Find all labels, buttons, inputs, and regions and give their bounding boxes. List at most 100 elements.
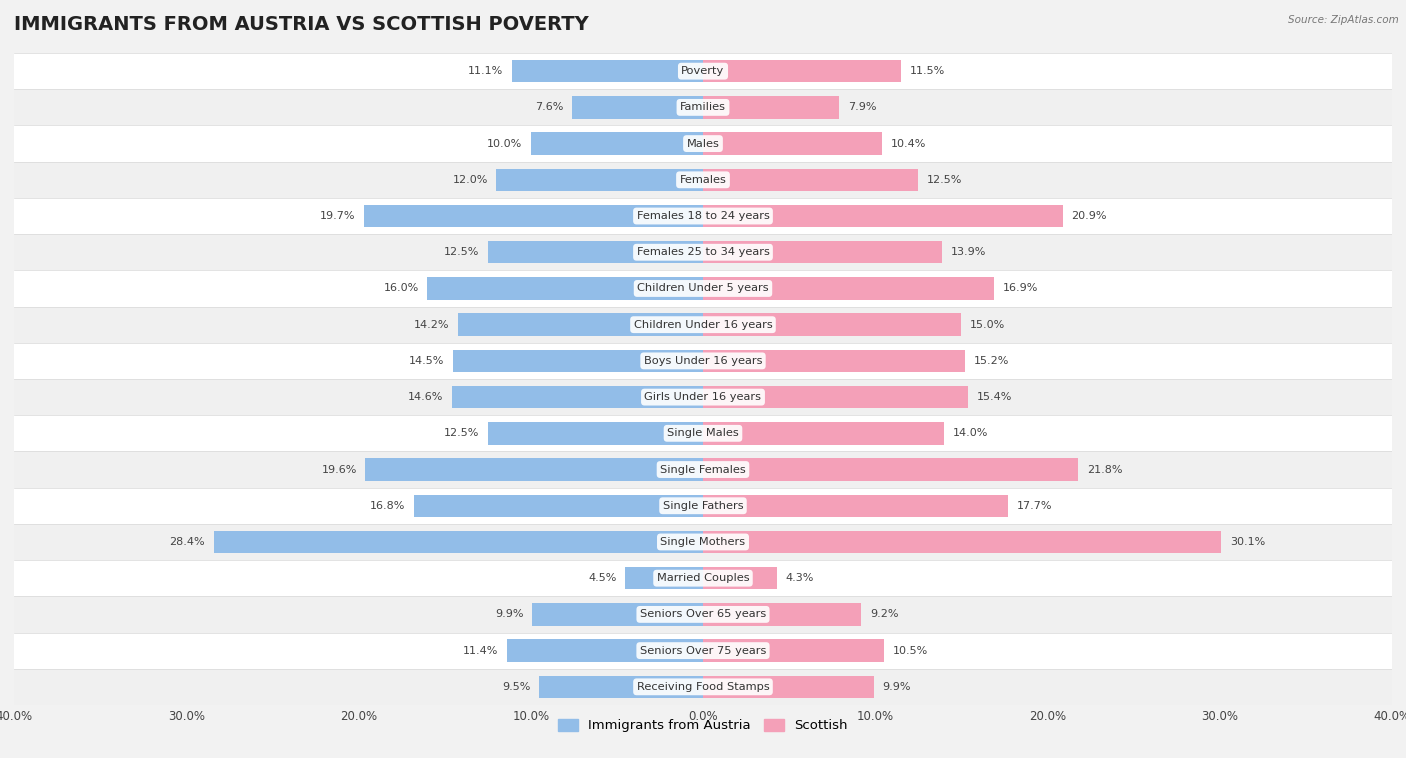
Text: 21.8%: 21.8% — [1087, 465, 1122, 475]
Bar — [14, 161, 1392, 198]
Bar — [14, 597, 1392, 632]
Bar — [703, 422, 945, 444]
Text: Single Females: Single Females — [661, 465, 745, 475]
Bar — [703, 459, 1078, 481]
Bar — [364, 205, 703, 227]
Bar — [14, 306, 1392, 343]
Bar — [531, 133, 703, 155]
Text: 9.9%: 9.9% — [882, 682, 911, 692]
Text: 9.9%: 9.9% — [495, 609, 524, 619]
Text: 12.5%: 12.5% — [444, 428, 479, 438]
Text: 16.8%: 16.8% — [370, 501, 405, 511]
Text: IMMIGRANTS FROM AUSTRIA VS SCOTTISH POVERTY: IMMIGRANTS FROM AUSTRIA VS SCOTTISH POVE… — [14, 15, 589, 34]
Text: 11.1%: 11.1% — [468, 66, 503, 76]
Bar — [14, 415, 1392, 452]
Text: 15.2%: 15.2% — [973, 356, 1008, 366]
Bar — [626, 567, 703, 590]
Bar — [453, 349, 703, 372]
Text: Seniors Over 65 years: Seniors Over 65 years — [640, 609, 766, 619]
Text: 14.2%: 14.2% — [415, 320, 450, 330]
Bar — [512, 60, 703, 83]
Bar — [366, 459, 703, 481]
Text: Poverty: Poverty — [682, 66, 724, 76]
Bar — [413, 494, 703, 517]
Text: Single Mothers: Single Mothers — [661, 537, 745, 547]
Bar — [703, 314, 962, 336]
Bar — [703, 241, 942, 264]
Bar — [14, 126, 1392, 161]
Text: 9.2%: 9.2% — [870, 609, 898, 619]
Bar — [488, 422, 703, 444]
Text: 15.0%: 15.0% — [970, 320, 1005, 330]
Bar — [703, 60, 901, 83]
Text: Seniors Over 75 years: Seniors Over 75 years — [640, 646, 766, 656]
Bar — [703, 567, 778, 590]
Bar — [540, 675, 703, 698]
Text: 20.9%: 20.9% — [1071, 211, 1107, 221]
Text: 17.7%: 17.7% — [1017, 501, 1052, 511]
Text: 10.4%: 10.4% — [891, 139, 927, 149]
Text: 7.9%: 7.9% — [848, 102, 876, 112]
Bar — [427, 277, 703, 299]
Text: Children Under 5 years: Children Under 5 years — [637, 283, 769, 293]
Bar — [533, 603, 703, 625]
Bar — [506, 640, 703, 662]
Text: 16.9%: 16.9% — [1002, 283, 1038, 293]
Text: 10.0%: 10.0% — [486, 139, 522, 149]
Text: 4.3%: 4.3% — [786, 573, 814, 583]
Text: Boys Under 16 years: Boys Under 16 years — [644, 356, 762, 366]
Bar — [451, 386, 703, 409]
Text: 15.4%: 15.4% — [977, 392, 1012, 402]
Bar — [703, 96, 839, 118]
Text: Females: Females — [679, 175, 727, 185]
Text: Males: Males — [686, 139, 720, 149]
Text: 12.5%: 12.5% — [927, 175, 962, 185]
Text: 4.5%: 4.5% — [589, 573, 617, 583]
Bar — [458, 314, 703, 336]
Bar — [703, 603, 862, 625]
Bar — [703, 133, 882, 155]
Text: 14.5%: 14.5% — [409, 356, 444, 366]
Text: 28.4%: 28.4% — [170, 537, 205, 547]
Text: 19.7%: 19.7% — [319, 211, 356, 221]
Bar — [488, 241, 703, 264]
Bar — [703, 168, 918, 191]
Bar — [14, 669, 1392, 705]
Bar — [14, 53, 1392, 89]
Text: Families: Families — [681, 102, 725, 112]
Text: Females 25 to 34 years: Females 25 to 34 years — [637, 247, 769, 257]
Text: Single Fathers: Single Fathers — [662, 501, 744, 511]
Legend: Immigrants from Austria, Scottish: Immigrants from Austria, Scottish — [553, 713, 853, 738]
Text: 14.6%: 14.6% — [408, 392, 443, 402]
Text: Receiving Food Stamps: Receiving Food Stamps — [637, 682, 769, 692]
Text: Source: ZipAtlas.com: Source: ZipAtlas.com — [1288, 15, 1399, 25]
Bar — [214, 531, 703, 553]
Text: 12.5%: 12.5% — [444, 247, 479, 257]
Bar — [703, 277, 994, 299]
Bar — [703, 640, 884, 662]
Bar — [14, 89, 1392, 126]
Text: 30.1%: 30.1% — [1230, 537, 1265, 547]
Bar — [14, 452, 1392, 487]
Text: 19.6%: 19.6% — [322, 465, 357, 475]
Bar — [703, 675, 873, 698]
Text: 11.4%: 11.4% — [463, 646, 498, 656]
Text: Females 18 to 24 years: Females 18 to 24 years — [637, 211, 769, 221]
Bar — [14, 343, 1392, 379]
Text: Single Males: Single Males — [666, 428, 740, 438]
Text: 9.5%: 9.5% — [502, 682, 531, 692]
Text: 7.6%: 7.6% — [536, 102, 564, 112]
Text: 16.0%: 16.0% — [384, 283, 419, 293]
Text: 10.5%: 10.5% — [893, 646, 928, 656]
Bar — [14, 560, 1392, 597]
Bar — [703, 386, 969, 409]
Text: 12.0%: 12.0% — [453, 175, 488, 185]
Bar — [703, 205, 1063, 227]
Bar — [14, 271, 1392, 306]
Text: 13.9%: 13.9% — [950, 247, 987, 257]
Bar — [703, 531, 1222, 553]
Text: Children Under 16 years: Children Under 16 years — [634, 320, 772, 330]
Bar — [496, 168, 703, 191]
Bar — [14, 524, 1392, 560]
Bar — [14, 487, 1392, 524]
